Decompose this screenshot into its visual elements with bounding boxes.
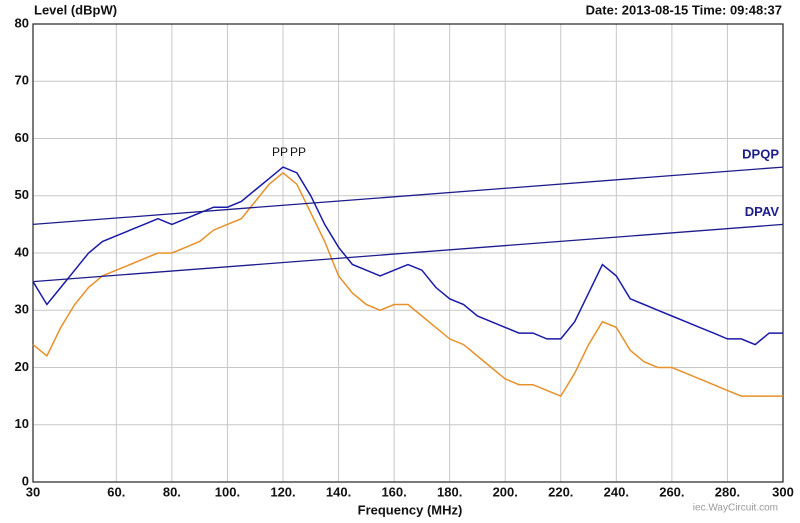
x-tick-label: 300 [772, 484, 794, 499]
trace [32, 166, 783, 346]
plot-frame [32, 23, 784, 483]
trace [32, 171, 783, 398]
y-tick-label: 40 [15, 244, 29, 259]
y-tick-label: 80 [15, 15, 29, 30]
x-tick-label: 260. [659, 484, 684, 499]
y-tick-label: 30 [15, 302, 29, 317]
x-tick-label: 240. [604, 484, 629, 499]
x-tick-label: 30 [26, 484, 40, 499]
x-tick-label: 200. [493, 484, 518, 499]
x-tick-label: 140. [326, 484, 351, 499]
limit-label: DPQP [742, 147, 779, 162]
x-tick-label: 220. [548, 484, 573, 499]
limit-line [32, 223, 784, 283]
x-tick-label: 180. [437, 484, 462, 499]
x-tick-label: 80. [163, 484, 181, 499]
y-axis-title: Level (dBpW) [34, 2, 117, 17]
x-axis-title: Frequency (MHz) [358, 502, 463, 517]
y-tick-label: 50 [15, 187, 29, 202]
y-tick-label: 70 [15, 73, 29, 88]
date-time: Date: 2013-08-15 Time: 09:48:37 [586, 2, 782, 17]
x-tick-label: 60. [107, 484, 125, 499]
x-tick-label: 280. [715, 484, 740, 499]
watermark: iec.WayCircuit.com [693, 503, 778, 514]
peak-marker: PP [272, 145, 288, 159]
peak-marker: PP [290, 145, 306, 159]
limit-line [32, 166, 784, 226]
y-tick-label: 60 [15, 130, 29, 145]
x-tick-label: 160. [381, 484, 406, 499]
y-tick-label: 20 [15, 359, 29, 374]
y-tick-label: 10 [15, 416, 29, 431]
y-tick-label: 0 [22, 473, 29, 488]
x-tick-label: 120. [270, 484, 295, 499]
x-tick-label: 100. [215, 484, 240, 499]
limit-label: DPAV [745, 204, 780, 219]
